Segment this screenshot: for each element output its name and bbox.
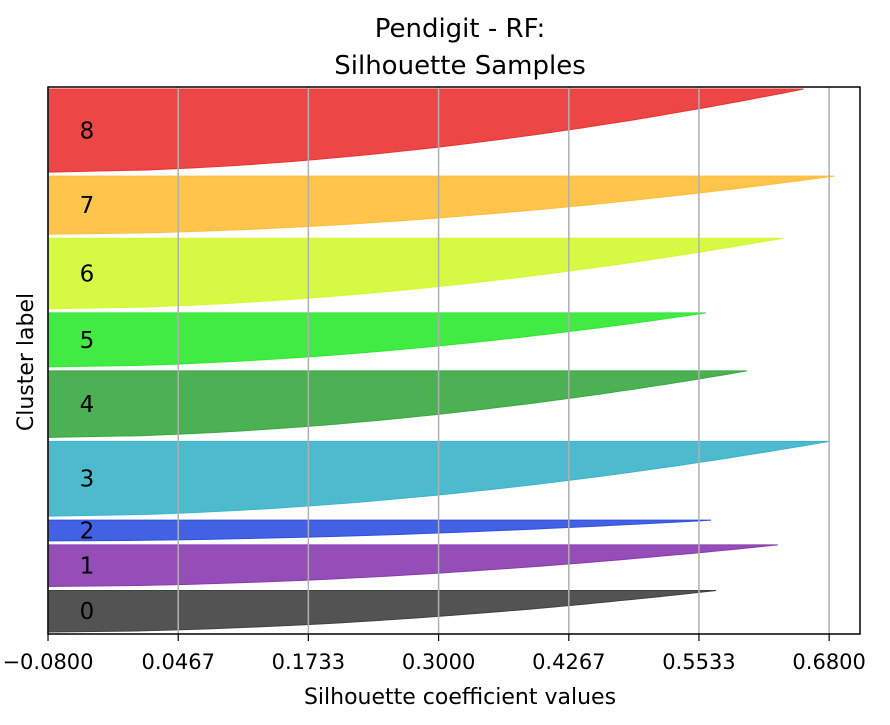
x-tick-label: 0.4267 — [532, 650, 605, 674]
cluster-label-7: 7 — [80, 193, 95, 219]
chart-title-line1: Pendigit - RF: — [375, 14, 546, 44]
x-axis-label: Silhouette coefficient values — [304, 685, 616, 710]
x-tick-label: 0.5533 — [662, 650, 735, 674]
cluster-label-5: 5 — [80, 328, 95, 354]
plot-frame — [47, 86, 861, 635]
cluster-label-2: 2 — [80, 519, 95, 545]
x-tick-label: 0.0467 — [141, 650, 214, 674]
cluster-2-silhouette — [47, 519, 712, 542]
cluster-label-3: 3 — [80, 467, 95, 493]
cluster-label-1: 1 — [80, 554, 95, 580]
x-tick-label: 0.6800 — [792, 650, 865, 674]
cluster-label-0: 0 — [80, 599, 95, 625]
x-tick-label: 0.1733 — [272, 650, 345, 674]
cluster-6-silhouette — [47, 237, 783, 310]
x-tick-label: −0.0800 — [2, 650, 93, 674]
cluster-label-6: 6 — [80, 262, 95, 288]
chart-title-line2: Silhouette Samples — [334, 51, 586, 81]
cluster-7-silhouette — [47, 175, 835, 235]
cluster-0-silhouette — [47, 590, 717, 633]
cluster-4-silhouette — [47, 370, 747, 438]
cluster-label-8: 8 — [80, 119, 95, 145]
cluster-1-silhouette — [47, 544, 778, 588]
y-axis-label: Cluster label — [14, 293, 39, 431]
cluster-label-4: 4 — [80, 392, 95, 418]
x-tick-label: 0.3000 — [402, 650, 475, 674]
plot-area — [47, 88, 835, 633]
cluster-5-silhouette — [47, 312, 706, 368]
cluster-labels: 0 1 2 3 4 5 6 7 8 — [80, 119, 95, 626]
cluster-8-silhouette — [47, 88, 804, 173]
x-axis-ticks: −0.0800 0.0467 0.1733 0.3000 0.4267 0.5533 0.6… — [2, 634, 866, 674]
